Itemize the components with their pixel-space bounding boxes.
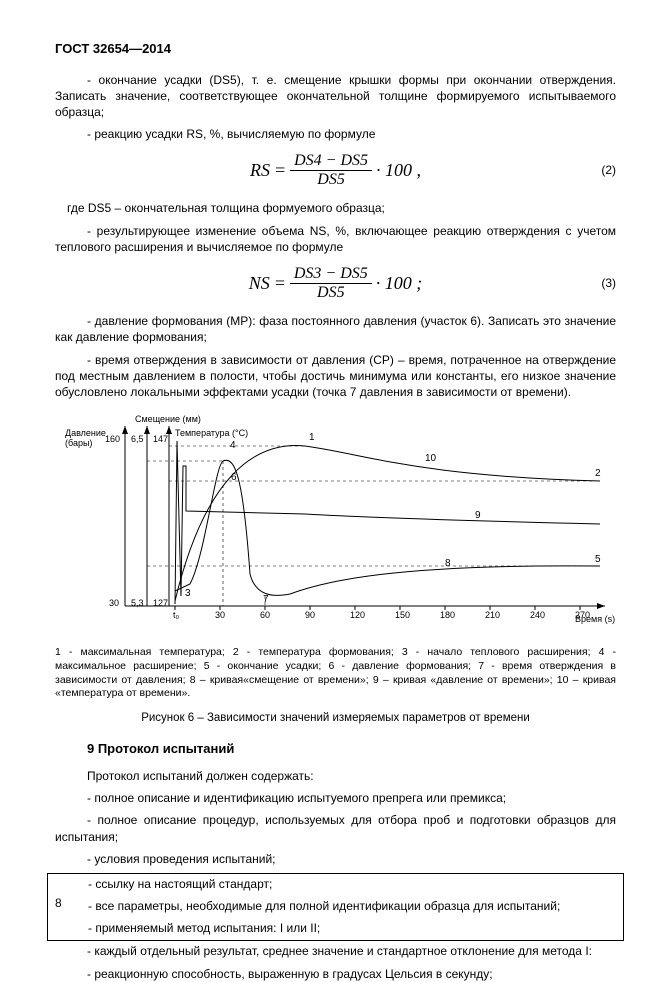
formula-ns: NS = DS3 − DS5 DS5 · 100 ; (3) xyxy=(55,265,616,301)
svg-text:210: 210 xyxy=(485,610,500,620)
svg-text:4: 4 xyxy=(230,440,236,451)
section-9-heading: 9 Протокол испытаний xyxy=(55,740,616,758)
figure-caption: Рисунок 6 – Зависимости значений измеряе… xyxy=(55,711,616,727)
formula-rs: RS = DS4 − DS5 DS5 · 100 , (2) xyxy=(55,152,616,188)
svg-text:270: 270 xyxy=(575,610,590,620)
formula-tail: · 100 , xyxy=(376,158,421,182)
boxed-item: - ссылку на настоящий стандарт; xyxy=(56,876,615,892)
formula-den: DS5 xyxy=(313,171,349,189)
svg-text:30: 30 xyxy=(109,598,119,608)
svg-text:127: 127 xyxy=(153,598,168,608)
eq-number-2: (2) xyxy=(601,162,616,178)
formula-den-2: DS5 xyxy=(313,284,349,302)
svg-text:10: 10 xyxy=(425,453,437,464)
svg-text:(бары): (бары) xyxy=(65,438,92,448)
para-rs-intro: - реакцию усадки RS, %, вычисляемую по ф… xyxy=(55,126,616,142)
svg-text:5: 5 xyxy=(595,554,601,565)
after-box-item: - реакционную способность, выраженную в … xyxy=(55,966,616,982)
axis-label-disp: Смещение (мм) xyxy=(135,414,201,424)
svg-text:5,3: 5,3 xyxy=(131,598,144,608)
formula-num: DS4 − DS5 xyxy=(290,152,372,171)
doc-header: ГОСТ 32654—2014 xyxy=(55,40,616,58)
para-cp: - время отверждения в зависимости от дав… xyxy=(55,352,616,401)
axis-label-temp: Температура (°C) xyxy=(175,428,248,438)
boxed-item: - применяемый метод испытания: I или II; xyxy=(56,920,615,936)
protocol-item: - полное описание и идентификацию испыту… xyxy=(55,790,616,806)
curve-9 xyxy=(175,441,600,604)
svg-text:7: 7 xyxy=(263,594,269,605)
boxed-block: - ссылку на настоящий стандарт; - все па… xyxy=(47,873,624,942)
curve-10 xyxy=(175,446,600,601)
para-ns-intro: - результирующее изменение объема NS, %,… xyxy=(55,223,616,255)
chart-legend: 1 - максимальная температура; 2 - темпер… xyxy=(55,646,616,701)
svg-text:120: 120 xyxy=(350,610,365,620)
para-where: где DS5 – окончательная толщина формуемо… xyxy=(55,200,616,216)
svg-text:6: 6 xyxy=(231,472,237,483)
eq-number-3: (3) xyxy=(601,275,616,291)
svg-text:3: 3 xyxy=(185,588,191,599)
svg-text:240: 240 xyxy=(530,610,545,620)
protocol-intro: Протокол испытаний должен содержать: xyxy=(55,768,616,784)
page: ГОСТ 32654—2014 - окончание усадки (DS5)… xyxy=(0,0,661,935)
para-mp: - давление формования (МР): фаза постоян… xyxy=(55,313,616,345)
svg-text:t₀: t₀ xyxy=(173,610,180,620)
svg-text:9: 9 xyxy=(475,510,481,521)
x-ticks: t₀ 30 60 90 120 150 180 210 240 270 xyxy=(173,610,590,620)
after-box-item: - каждый отдельный результат, среднее зн… xyxy=(55,943,616,959)
curve-labels: 1 2 3 4 5 6 7 8 9 10 xyxy=(185,432,601,605)
boxed-item: - все параметры, необходимые для полной … xyxy=(56,898,615,914)
formula-tail-2: · 100 ; xyxy=(376,271,423,295)
formula-lhs-2: NS xyxy=(249,271,270,295)
svg-text:1: 1 xyxy=(309,432,315,443)
axis-label-pressure: Давление xyxy=(65,428,106,438)
chart-svg: Давление (бары) Смещение (мм) Температур… xyxy=(55,406,615,636)
svg-text:60: 60 xyxy=(260,610,270,620)
svg-text:147: 147 xyxy=(153,434,168,444)
svg-text:2: 2 xyxy=(595,468,601,479)
formula-num-2: DS3 − DS5 xyxy=(290,265,372,284)
chart-figure-6: Давление (бары) Смещение (мм) Температур… xyxy=(55,406,616,640)
svg-text:8: 8 xyxy=(445,558,451,569)
para-ds5: - окончание усадки (DS5), т. е. смещение… xyxy=(55,72,616,121)
page-number: 8 xyxy=(55,895,62,911)
svg-text:30: 30 xyxy=(215,610,225,620)
svg-text:6,5: 6,5 xyxy=(131,434,144,444)
svg-text:90: 90 xyxy=(305,610,315,620)
curve-8 xyxy=(175,460,600,595)
svg-text:180: 180 xyxy=(440,610,455,620)
formula-lhs: RS xyxy=(250,158,270,182)
svg-text:160: 160 xyxy=(105,434,120,444)
protocol-item: - условия проведения испытаний; xyxy=(55,851,616,867)
svg-text:150: 150 xyxy=(395,610,410,620)
protocol-item: - полное описание процедур, используемых… xyxy=(55,812,616,844)
